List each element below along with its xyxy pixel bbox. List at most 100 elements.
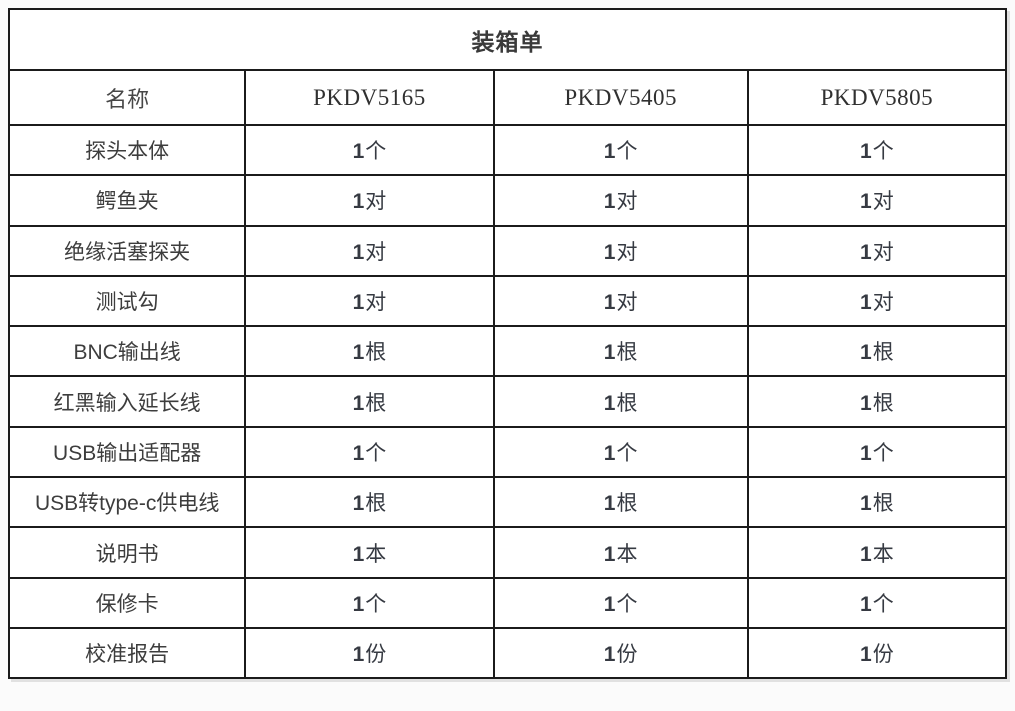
quantity-number: 1 — [603, 140, 617, 164]
table-row: 红黑输入延长线 1根 1根 1根 — [7, 375, 1008, 428]
quantity-cell: 1根 — [244, 325, 495, 378]
table-row: USB转type-c供电线 1根 1根 1根 — [7, 476, 1008, 529]
quantity-cell: 1份 — [492, 626, 749, 680]
quantity-number: 1 — [860, 492, 873, 516]
quantity-cell: 1个 — [492, 123, 749, 177]
item-name-cell: 校准报告 — [7, 626, 247, 680]
quantity-unit: 本 — [872, 542, 894, 566]
quantity-cell: 1本 — [746, 526, 1008, 579]
quantity-unit: 个 — [365, 140, 387, 164]
item-name-cell: 探头本体 — [7, 123, 247, 177]
table-row: 保修卡 1个 1个 1个 — [7, 576, 1008, 629]
quantity-unit: 根 — [616, 492, 638, 516]
quantity-unit: 个 — [365, 441, 387, 465]
column-header-name: 名称 — [7, 69, 247, 126]
quantity-cell: 1根 — [244, 375, 495, 428]
quantity-number: 1 — [860, 592, 873, 616]
quantity-cell: 1个 — [746, 425, 1008, 479]
quantity-number: 1 — [603, 190, 617, 214]
table-row: 绝缘活塞探夹 1对 1对 1对 — [7, 224, 1008, 277]
quantity-unit: 本 — [365, 542, 387, 566]
quantity-cell: 1根 — [746, 375, 1008, 428]
quantity-number: 1 — [860, 643, 873, 667]
quantity-number: 1 — [352, 291, 366, 315]
quantity-cell: 1对 — [492, 274, 749, 328]
table-title: 装箱单 — [8, 8, 1007, 71]
quantity-cell: 1个 — [492, 425, 749, 479]
quantity-unit: 份 — [365, 643, 387, 667]
quantity-unit: 对 — [365, 291, 387, 315]
quantity-unit: 个 — [616, 592, 638, 616]
table-header-row: 名称 PKDV5165 PKDV5405 PKDV5805 — [7, 69, 1008, 126]
quantity-number: 1 — [352, 140, 366, 164]
quantity-number: 1 — [860, 542, 873, 566]
item-name-cell: 鳄鱼夹 — [7, 174, 247, 227]
table-title-row: 装箱单 — [8, 8, 1007, 71]
quantity-unit: 对 — [872, 240, 894, 264]
item-name-cell: USB转type-c供电线 — [7, 476, 247, 529]
quantity-number: 1 — [860, 341, 873, 365]
quantity-unit: 份 — [616, 643, 638, 667]
quantity-cell: 1根 — [492, 325, 749, 378]
item-name-cell: BNC输出线 — [7, 325, 247, 378]
quantity-number: 1 — [603, 341, 617, 365]
quantity-unit: 根 — [365, 492, 387, 516]
quantity-cell: 1个 — [244, 123, 495, 177]
quantity-unit: 根 — [872, 492, 894, 516]
quantity-number: 1 — [352, 542, 366, 566]
table-row: 校准报告 1份 1份 1份 — [7, 626, 1008, 680]
quantity-unit: 对 — [616, 240, 638, 264]
column-header-model: PKDV5165 — [244, 69, 495, 126]
quantity-unit: 个 — [872, 140, 894, 164]
column-header-model: PKDV5805 — [746, 69, 1008, 126]
quantity-number: 1 — [352, 240, 366, 264]
quantity-unit: 根 — [616, 341, 638, 365]
quantity-number: 1 — [603, 643, 617, 667]
quantity-cell: 1个 — [746, 576, 1008, 629]
quantity-cell: 1对 — [492, 224, 749, 277]
quantity-number: 1 — [603, 391, 617, 415]
quantity-unit: 对 — [616, 190, 638, 214]
table-row: 说明书 1本 1本 1本 — [7, 526, 1008, 579]
quantity-number: 1 — [603, 291, 617, 315]
packing-list-table: 装箱单 名称 PKDV5165 PKDV5405 PKDV5805 探头本体 1个 1个 1… — [7, 8, 1008, 680]
quantity-unit: 对 — [365, 240, 387, 264]
quantity-unit: 个 — [616, 140, 638, 164]
table-row: 测试勾 1对 1对 1对 — [7, 274, 1008, 328]
quantity-number: 1 — [603, 441, 617, 465]
quantity-cell: 1本 — [492, 526, 749, 579]
quantity-cell: 1份 — [244, 626, 495, 680]
quantity-cell: 1个 — [244, 425, 495, 479]
quantity-number: 1 — [860, 140, 873, 164]
quantity-unit: 个 — [872, 441, 894, 465]
quantity-cell: 1份 — [746, 626, 1008, 680]
item-name-cell: 测试勾 — [7, 274, 247, 328]
item-name-cell: USB输出适配器 — [7, 425, 247, 479]
quantity-unit: 个 — [616, 441, 638, 465]
quantity-cell: 1根 — [746, 476, 1008, 529]
quantity-number: 1 — [352, 492, 366, 516]
quantity-number: 1 — [860, 240, 873, 264]
quantity-number: 1 — [352, 592, 366, 616]
quantity-unit: 个 — [365, 592, 387, 616]
quantity-unit: 对 — [616, 291, 638, 315]
quantity-cell: 1根 — [492, 476, 749, 529]
quantity-number: 1 — [603, 542, 617, 566]
quantity-cell: 1对 — [244, 224, 495, 277]
quantity-unit: 对 — [872, 190, 894, 214]
quantity-cell: 1根 — [746, 325, 1008, 378]
table-row: USB输出适配器 1个 1个 1个 — [7, 425, 1008, 479]
quantity-cell: 1个 — [746, 123, 1008, 177]
item-name-cell: 保修卡 — [7, 576, 247, 629]
quantity-number: 1 — [603, 592, 617, 616]
quantity-number: 1 — [352, 391, 366, 415]
quantity-number: 1 — [352, 643, 366, 667]
quantity-number: 1 — [860, 391, 873, 415]
quantity-unit: 个 — [872, 592, 894, 616]
quantity-unit: 根 — [365, 391, 387, 415]
quantity-number: 1 — [352, 341, 366, 365]
quantity-cell: 1对 — [492, 174, 749, 227]
quantity-unit: 根 — [872, 341, 894, 365]
quantity-number: 1 — [603, 492, 617, 516]
